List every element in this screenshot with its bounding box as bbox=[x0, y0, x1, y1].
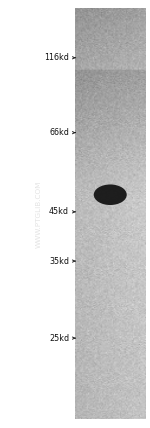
Ellipse shape bbox=[94, 184, 127, 205]
Ellipse shape bbox=[100, 342, 109, 352]
Text: 45kd: 45kd bbox=[49, 207, 69, 217]
Text: 116kd: 116kd bbox=[44, 53, 69, 62]
Text: 35kd: 35kd bbox=[49, 256, 69, 266]
Text: 66kd: 66kd bbox=[49, 128, 69, 137]
Text: 25kd: 25kd bbox=[49, 333, 69, 343]
Text: WWW.PTGLIB.COM: WWW.PTGLIB.COM bbox=[36, 180, 42, 248]
